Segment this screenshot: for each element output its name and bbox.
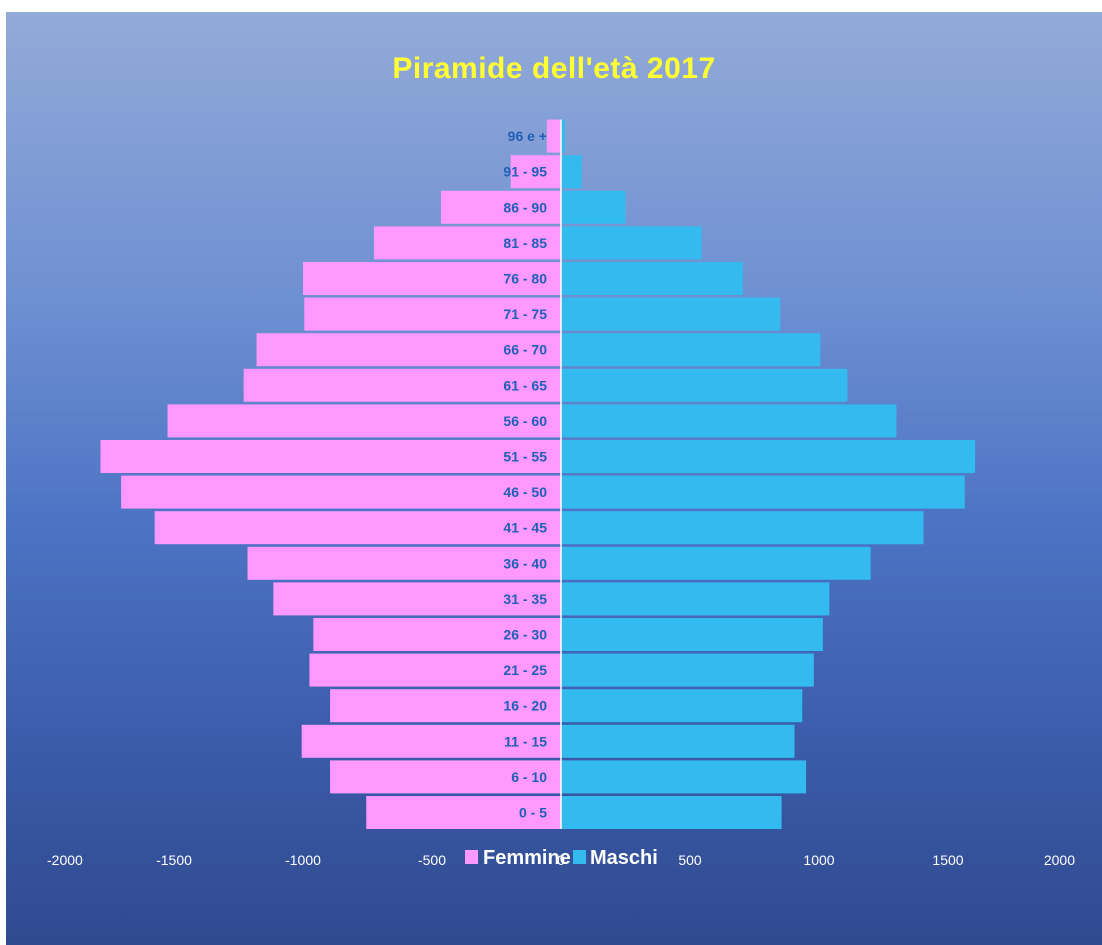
x-tick-label-8: 2000	[1044, 852, 1075, 868]
chart-title: Piramide dell'età 2017	[392, 52, 716, 85]
bar-maschi-2	[561, 724, 795, 758]
bar-maschi-10	[561, 440, 976, 473]
x-tick-label-0: -2000	[47, 852, 83, 868]
age-label-14: 71 - 75	[503, 306, 547, 322]
bar-femmine-18	[510, 155, 561, 189]
age-label-1: 6 - 10	[511, 769, 547, 785]
bar-femmine-2	[301, 724, 561, 758]
bar-maschi-12	[561, 368, 848, 402]
age-label-8: 41 - 45	[503, 520, 547, 536]
bar-maschi-0	[561, 796, 782, 829]
age-label-6: 31 - 35	[503, 591, 547, 607]
x-tick-label-3: -500	[418, 852, 446, 868]
age-label-11: 56 - 60	[503, 413, 547, 429]
bar-maschi-3	[561, 689, 803, 723]
age-label-16: 81 - 85	[503, 235, 547, 251]
bars-group	[100, 119, 976, 829]
population-pyramid-chart: 0 - 5 6 - 10 11 - 15 16 - 20 21 - 25 26 - 30 3…	[47, 119, 1075, 869]
x-tick-label-6: 1000	[803, 852, 834, 868]
bar-maschi-15	[561, 262, 743, 295]
bar-maschi-5	[561, 618, 823, 651]
age-label-18: 91 - 95	[503, 164, 547, 180]
age-label-10: 51 - 55	[503, 449, 547, 465]
x-tick-label-1: -1500	[156, 852, 192, 868]
bar-femmine-19	[546, 119, 561, 153]
age-labels-group: 0 - 5 6 - 10 11 - 15 16 - 20 21 - 25 26 - 30 3…	[503, 128, 547, 820]
legend-swatch-maschi	[573, 850, 586, 864]
legend: Femmine Maschi	[465, 847, 658, 869]
bar-maschi-9	[561, 475, 965, 509]
legend-swatch-femmine	[465, 850, 478, 864]
x-tick-labels-group: -2000 -1500 -1000 -500 0 500 1000 1500 2000	[47, 852, 1075, 868]
bar-maschi-13	[561, 333, 821, 367]
chart-frame: Piramide dell'età 2017 0 - 5 6 - 10 11 - 1…	[6, 12, 1102, 945]
bar-femmine-10	[100, 440, 561, 473]
age-label-13: 66 - 70	[503, 342, 547, 358]
age-label-4: 21 - 25	[503, 662, 547, 678]
bar-maschi-11	[561, 404, 897, 438]
bar-femmine-17	[441, 190, 561, 224]
age-label-9: 46 - 50	[503, 484, 547, 500]
age-label-3: 16 - 20	[503, 698, 547, 714]
bar-maschi-7	[561, 546, 871, 580]
bar-maschi-6	[561, 582, 830, 616]
bar-femmine-15	[303, 262, 561, 295]
x-tick-label-5: 500	[678, 852, 702, 868]
x-tick-label-2: -1000	[285, 852, 321, 868]
x-tick-label-7: 1500	[932, 852, 963, 868]
age-label-12: 61 - 65	[503, 377, 547, 393]
bar-femmine-0	[366, 796, 561, 829]
bar-femmine-9	[121, 475, 562, 509]
age-label-0: 0 - 5	[519, 805, 547, 821]
bar-femmine-4	[309, 653, 561, 687]
bar-maschi-1	[561, 760, 807, 794]
bar-femmine-3	[330, 689, 561, 723]
bar-maschi-4	[561, 653, 814, 687]
bar-femmine-13	[256, 333, 561, 367]
age-label-2: 11 - 15	[504, 733, 547, 749]
legend-label-femmine: Femmine	[483, 847, 571, 869]
bar-femmine-16	[373, 226, 561, 260]
bar-femmine-8	[154, 511, 561, 545]
bar-femmine-14	[304, 297, 561, 331]
bar-maschi-14	[561, 297, 781, 331]
bar-maschi-18	[561, 155, 582, 189]
legend-label-maschi: Maschi	[590, 847, 658, 869]
bar-femmine-5	[313, 618, 561, 651]
bar-femmine-11	[167, 404, 562, 438]
age-label-5: 26 - 30	[503, 627, 547, 643]
age-label-17: 86 - 90	[503, 199, 547, 215]
bar-maschi-17	[561, 190, 626, 224]
bar-maschi-8	[561, 511, 924, 545]
age-label-15: 76 - 80	[503, 271, 547, 287]
x-tick-label-4: 0	[557, 852, 565, 868]
age-label-7: 36 - 40	[503, 555, 547, 571]
bar-femmine-6	[273, 582, 561, 616]
bar-femmine-12	[243, 368, 561, 402]
bar-femmine-1	[330, 760, 561, 794]
bar-maschi-19	[561, 119, 565, 153]
age-label-19: 96 e +	[508, 128, 547, 144]
bar-maschi-16	[561, 226, 702, 260]
bar-femmine-7	[247, 546, 561, 580]
